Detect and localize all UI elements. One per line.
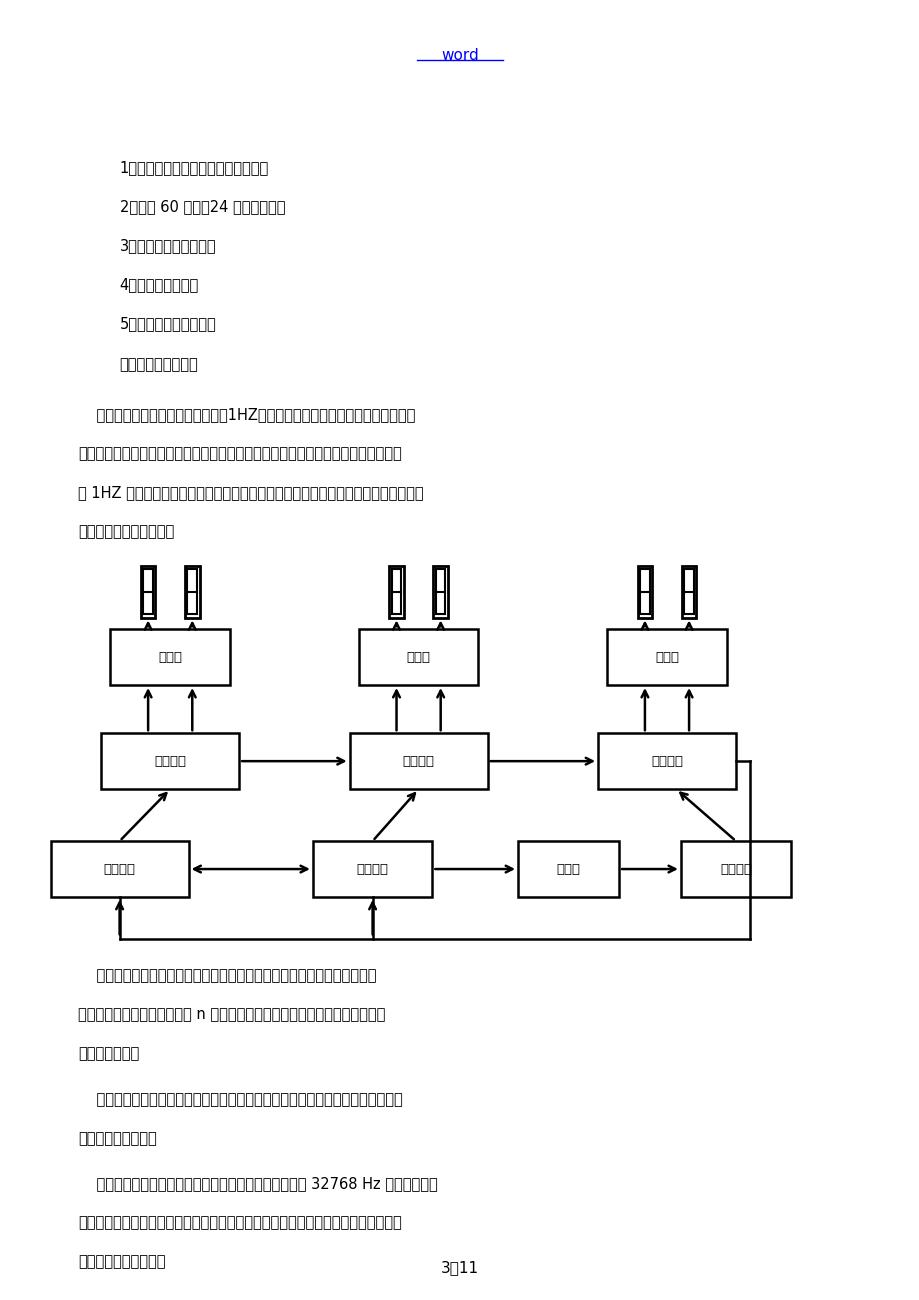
Bar bbox=[389, 566, 403, 618]
Text: （二）数字钟的构成: （二）数字钟的构成 bbox=[119, 358, 199, 373]
Text: 5、设计整点报时电路。: 5、设计整点报时电路。 bbox=[119, 316, 216, 332]
Bar bbox=[312, 841, 432, 897]
Text: 生振荡。晶体的频率（基频或 n 次谐波频率）与其温度特性在很大程度上取决: 生振荡。晶体的频率（基频或 n 次谐波频率）与其温度特性在很大程度上取决 bbox=[78, 1008, 385, 1023]
Text: 数字钟实际上是一个对标准频率（1HZ）进展计数的计数电路。由于计数的起始: 数字钟实际上是一个对标准频率（1HZ）进展计数的计数电路。由于计数的起始 bbox=[78, 407, 415, 422]
Bar bbox=[349, 733, 487, 789]
Text: 用了晶体振荡器电路。: 用了晶体振荡器电路。 bbox=[78, 1254, 165, 1270]
Text: 的 1HZ 时间信号必须做到准确稳定。通常使用石英晶体振荡器电路构成数字钟。如下: 的 1HZ 时间信号必须做到准确稳定。通常使用石英晶体振荡器电路构成数字钟。如下 bbox=[78, 485, 424, 500]
Text: 3／11: 3／11 bbox=[440, 1260, 479, 1275]
Bar bbox=[637, 566, 652, 618]
Bar bbox=[597, 733, 735, 789]
Text: 时计数器: 时计数器 bbox=[154, 754, 186, 767]
Text: 1、设计一个精准的秒脉冲产生电路；: 1、设计一个精准的秒脉冲产生电路； bbox=[119, 160, 268, 176]
Bar bbox=[101, 733, 239, 789]
Text: 分计数器: 分计数器 bbox=[403, 754, 434, 767]
Bar bbox=[517, 841, 618, 897]
Bar bbox=[110, 629, 230, 685]
Text: 报时电路: 报时电路 bbox=[357, 863, 388, 876]
Text: 石英晶体振荡器电路给数字钟提供一个频率稳定准确的 32768 Hz 的方波信号，: 石英晶体振荡器电路给数字钟提供一个频率稳定准确的 32768 Hz 的方波信号， bbox=[78, 1176, 437, 1192]
Bar bbox=[681, 566, 696, 618]
Bar bbox=[607, 629, 726, 685]
Text: 3、设计译码显示电路；: 3、设计译码显示电路； bbox=[119, 238, 216, 254]
Text: 石英晶体本身并非振荡器，它只有借助于有源激励和无源电抗网络方可产: 石英晶体本身并非振荡器，它只有借助于有源激励和无源电抗网络方可产 bbox=[78, 968, 376, 984]
Bar bbox=[51, 841, 188, 897]
Text: 振荡器: 振荡器 bbox=[556, 863, 580, 876]
Bar bbox=[433, 566, 448, 618]
Text: 秒计数器: 秒计数器 bbox=[651, 754, 682, 767]
Text: 4、设计校时电路；: 4、设计校时电路； bbox=[119, 277, 199, 292]
Text: word: word bbox=[440, 48, 479, 64]
Text: 于其切割取向。: 于其切割取向。 bbox=[78, 1046, 140, 1062]
Text: 多级分频: 多级分频 bbox=[720, 863, 751, 876]
Text: 单，频率易于调整。: 单，频率易于调整。 bbox=[78, 1131, 157, 1147]
Text: 振荡器是数字钟的核心，石英晶体振荡器的特点是振荡的频率准确，电路结构简: 振荡器是数字钟的核心，石英晶体振荡器的特点是振荡的频率准确，电路结构简 bbox=[78, 1092, 403, 1108]
Text: 译码器: 译码器 bbox=[406, 650, 430, 663]
Text: 译码器: 译码器 bbox=[158, 650, 182, 663]
Bar bbox=[680, 841, 790, 897]
Text: 图为数字钟的构成框图。: 图为数字钟的构成框图。 bbox=[78, 524, 175, 539]
Bar bbox=[358, 629, 478, 685]
Text: 时间不可能与标准时间（如时间）一致，故需要在电路上加一个校时电路，同时标准: 时间不可能与标准时间（如时间）一致，故需要在电路上加一个校时电路，同时标准 bbox=[78, 446, 402, 462]
Text: 2、设计 60 进制、24 进制计数器；: 2、设计 60 进制、24 进制计数器； bbox=[119, 199, 285, 215]
Text: 可保证数字钟的走时准确与稳定。不管是指针式的电子钟还是数字显示的电子钟都使: 可保证数字钟的走时准确与稳定。不管是指针式的电子钟还是数字显示的电子钟都使 bbox=[78, 1216, 402, 1231]
Bar bbox=[141, 566, 155, 618]
Bar bbox=[185, 566, 199, 618]
Text: 校时电路: 校时电路 bbox=[104, 863, 135, 876]
Text: 译码器: 译码器 bbox=[654, 650, 678, 663]
